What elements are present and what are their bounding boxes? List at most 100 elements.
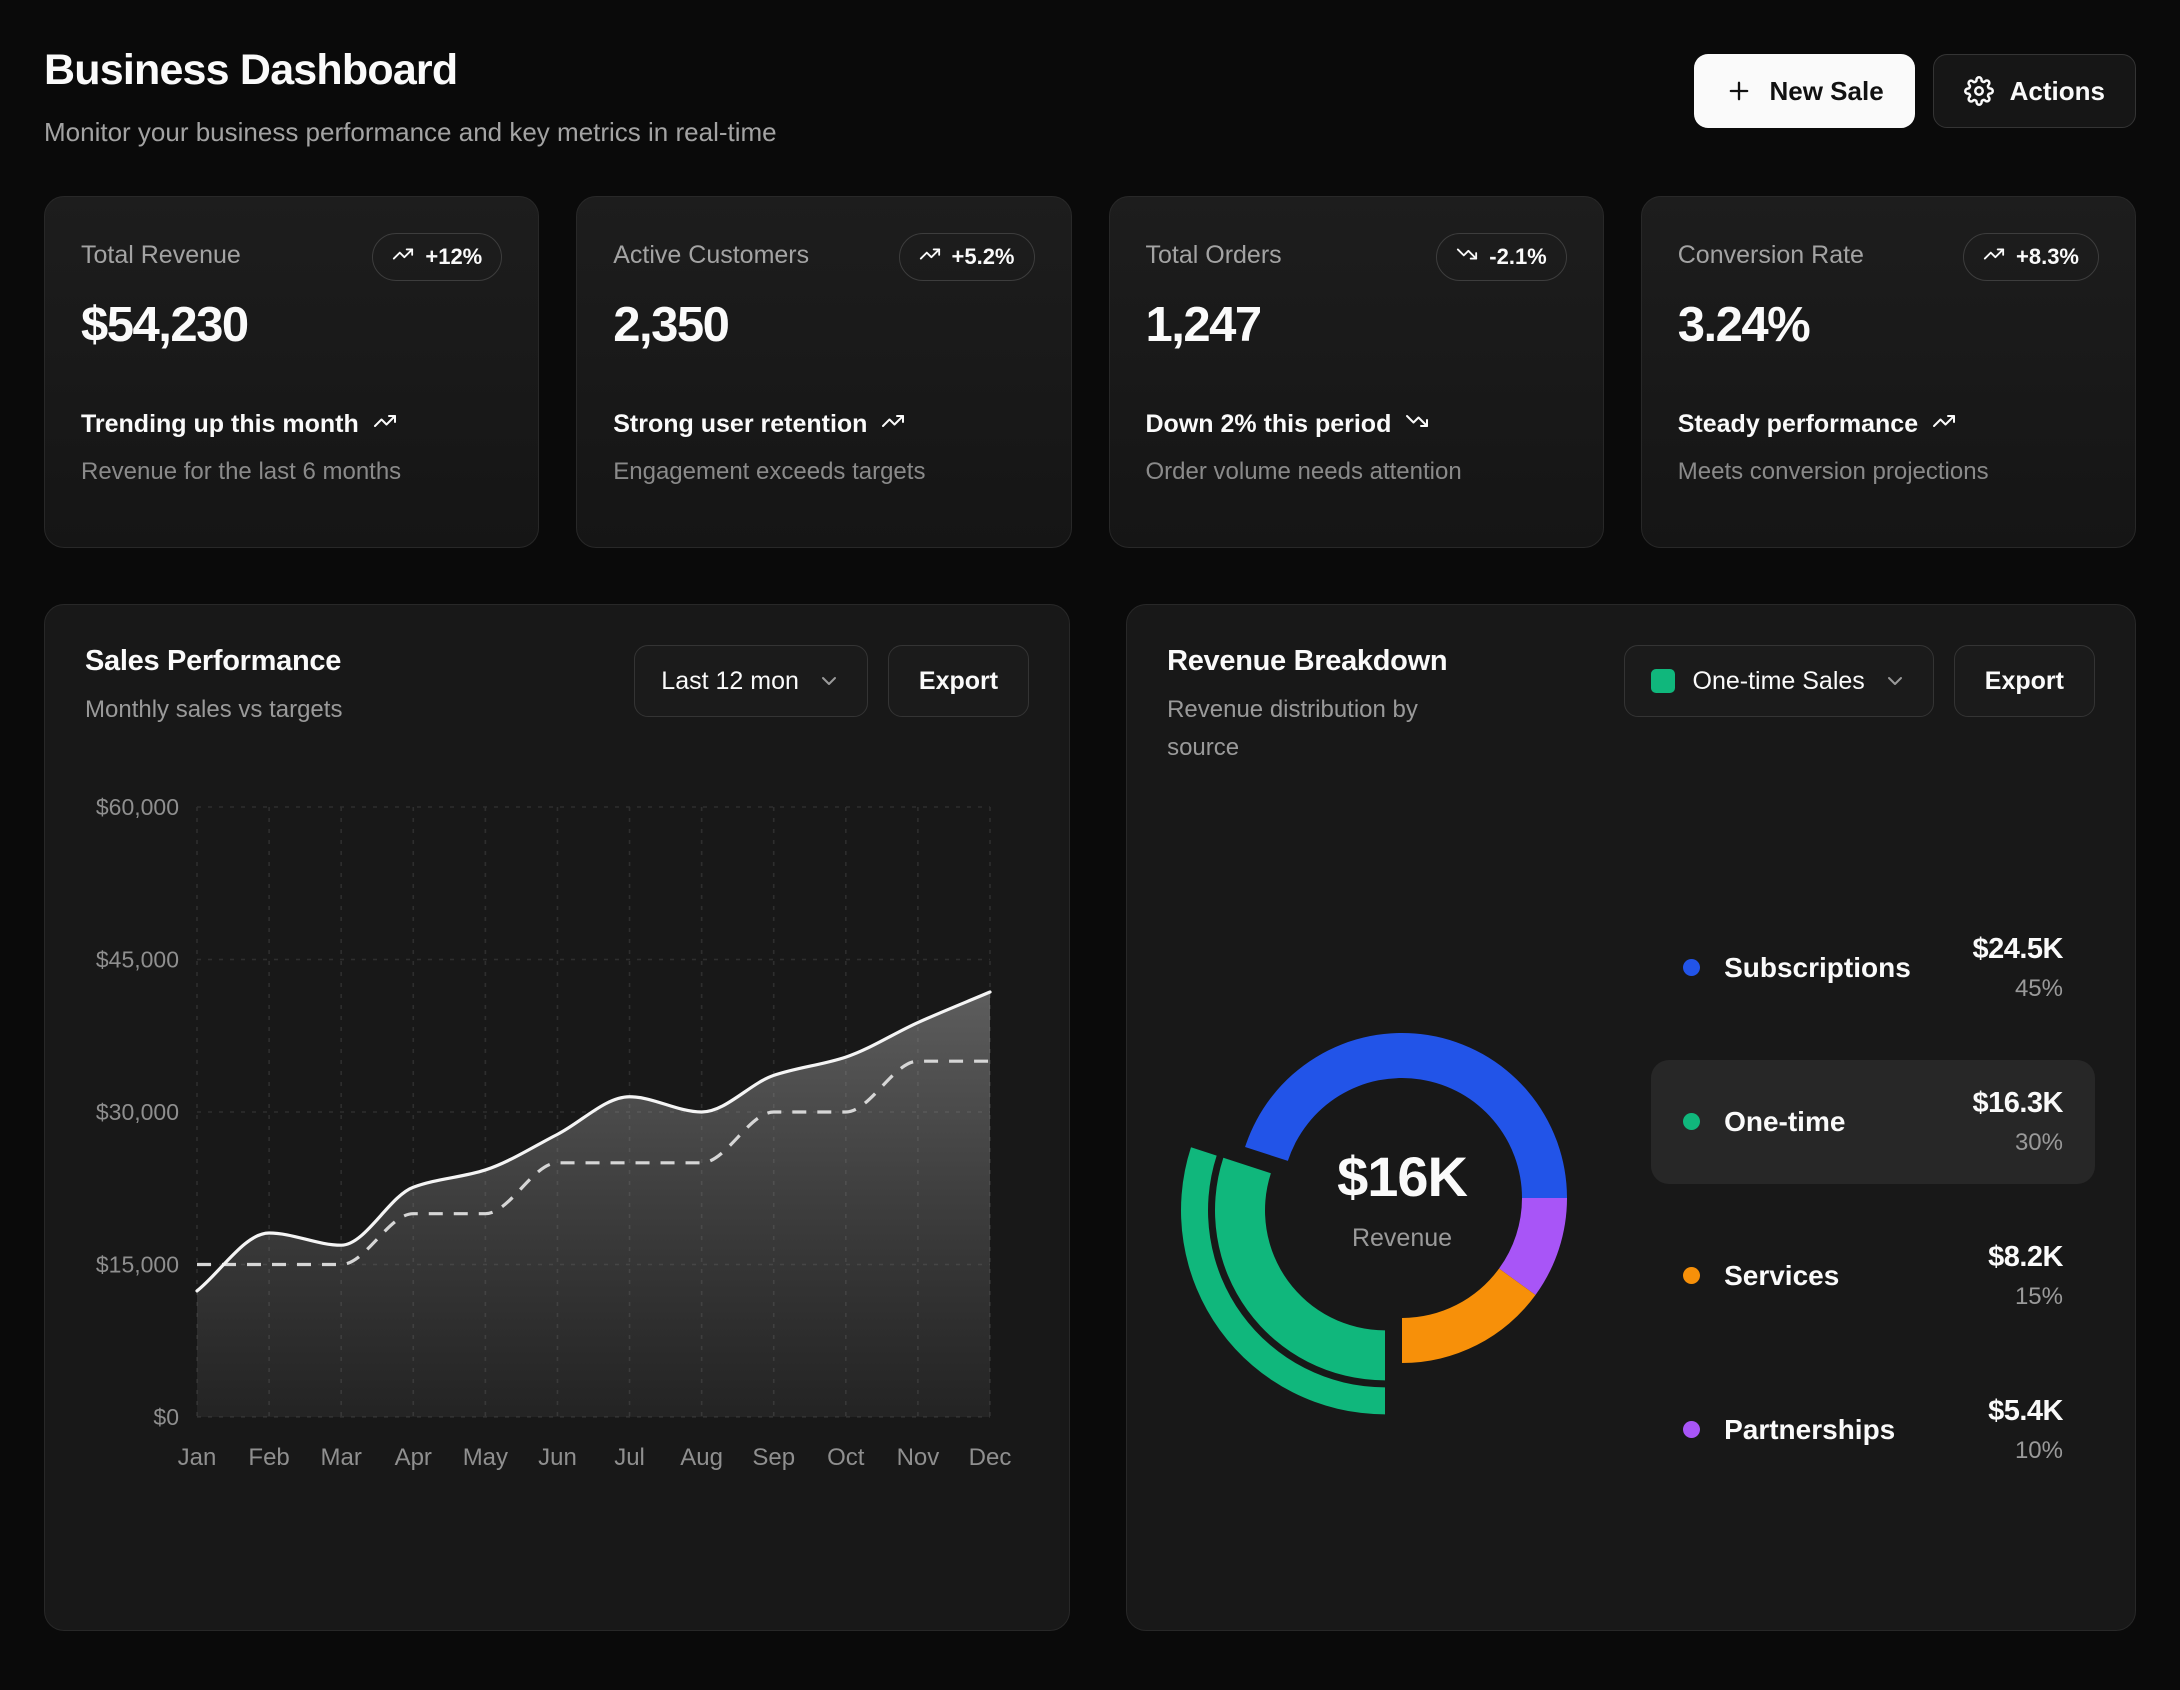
stat-label: Conversion Rate [1677, 241, 1864, 269]
actions-label: Actions [2009, 75, 2105, 106]
donut-chart-svg: $16K Revenue [1181, 1032, 1568, 1415]
donut-slice-one-time[interactable] [1215, 1157, 1386, 1381]
sales-panel-controls: Last 12 mon Export [634, 645, 1030, 717]
trend-badge: +12% [372, 233, 503, 281]
date-range-select[interactable]: Last 12 mon [634, 645, 868, 717]
legend-pct: 45% [2014, 974, 2063, 1002]
donut-slice-one-time-halo[interactable] [1181, 1147, 1386, 1415]
stat-footer-sub: Order volume needs attention [1145, 458, 1462, 485]
stat-footer-sub: Meets conversion projections [1677, 458, 1989, 485]
stat-card-total-orders: Total Orders -2.1% 1,247 Down 2% this pe… [1108, 196, 1604, 548]
revenue-donut-chart: $16K Revenue [1167, 898, 1637, 1523]
legend-label: Partnerships [1724, 1413, 1896, 1445]
stat-footer-title: Trending up this month [81, 410, 359, 438]
stat-value: 1,247 [1145, 298, 1263, 352]
revenue-legend: Subscriptions $24.5K 45% One-time $16.3K… [1651, 906, 2095, 1523]
one-time-dot-icon [1683, 1113, 1701, 1131]
legend-row-subscriptions[interactable]: Subscriptions $24.5K 45% [1651, 906, 2095, 1030]
sales-panel-heading: Sales Performance Monthly sales vs targe… [85, 645, 342, 729]
trend-down-icon [1456, 243, 1478, 271]
trend-badge: -2.1% [1436, 233, 1567, 281]
page-title: Business Dashboard [44, 46, 458, 94]
trend-up-icon [881, 409, 905, 440]
svg-text:$30,000: $30,000 [96, 1099, 179, 1125]
badge-value: +8.3% [2016, 244, 2079, 269]
gear-icon [1963, 76, 1994, 106]
trend-up-icon [1932, 409, 1956, 440]
chevron-down-icon [817, 669, 841, 693]
legend-row-services[interactable]: Services $8.2K 15% [1651, 1214, 2095, 1338]
donut-slice-services[interactable] [1402, 1268, 1536, 1363]
svg-text:Jun: Jun [538, 1444, 577, 1471]
charts-row: Sales Performance Monthly sales vs targe… [44, 604, 2136, 1631]
stat-card-total-revenue: Total Revenue +12% $54,230 Trending up t… [44, 196, 540, 548]
legend-value: $24.5K [1972, 932, 2063, 965]
services-dot-icon [1683, 1267, 1701, 1285]
donut-center-value: $16K [1337, 1145, 1467, 1208]
svg-text:Jan: Jan [178, 1444, 217, 1471]
svg-text:Feb: Feb [248, 1444, 289, 1471]
svg-text:Mar: Mar [321, 1444, 362, 1471]
svg-text:Jul: Jul [614, 1444, 645, 1471]
chevron-down-icon [1883, 669, 1907, 693]
stat-value: 3.24% [1677, 298, 1811, 352]
stat-footer-title: Strong user retention [613, 410, 868, 438]
revenue-panel-title: Revenue Breakdown [1167, 645, 1448, 677]
plus-icon [1725, 77, 1753, 105]
stat-footer-title: Down 2% this period [1145, 410, 1392, 438]
header-actions: New Sale Actions [1694, 54, 2136, 128]
revenue-panel-subtitle: Revenue distribution by source [1167, 696, 1418, 762]
svg-text:$0: $0 [153, 1404, 179, 1430]
date-range-value: Last 12 mon [661, 666, 799, 695]
svg-text:$45,000: $45,000 [96, 947, 179, 973]
trend-down-icon [1405, 409, 1429, 440]
legend-label: Services [1724, 1259, 1840, 1291]
trend-badge: +5.2% [898, 233, 1035, 281]
revenue-panel-heading: Revenue Breakdown Revenue distribution b… [1167, 645, 1487, 768]
svg-text:Oct: Oct [827, 1444, 865, 1471]
legend-pct: 10% [2014, 1436, 2063, 1464]
revenue-content: $16K Revenue Subscriptions $24.5K 45% [1167, 778, 2095, 1523]
trend-up-icon [373, 409, 397, 440]
donut-center-label: Revenue [1352, 1224, 1452, 1252]
svg-text:Sep: Sep [752, 1444, 795, 1471]
legend-row-partnerships[interactable]: Partnerships $5.4K 10% [1651, 1368, 2095, 1492]
stat-card-conversion-rate: Conversion Rate +8.3% 3.24% Steady perfo… [1640, 196, 2136, 548]
trend-up-icon [392, 243, 414, 271]
stat-footer-sub: Engagement exceeds targets [613, 458, 926, 485]
source-filter-select[interactable]: One-time Sales [1623, 645, 1934, 717]
svg-text:Nov: Nov [897, 1444, 940, 1471]
revenue-breakdown-panel: Revenue Breakdown Revenue distribution b… [1126, 604, 2136, 1631]
subscriptions-dot-icon [1683, 959, 1701, 977]
source-color-swatch [1650, 669, 1675, 693]
donut-slice-partnerships[interactable] [1499, 1197, 1568, 1295]
revenue-panel-controls: One-time Sales Export [1623, 645, 2095, 717]
stat-footer-sub: Revenue for the last 6 months [81, 458, 402, 485]
svg-text:$60,000: $60,000 [96, 794, 179, 820]
legend-value: $5.4K [1988, 1394, 2063, 1427]
page-header: Business Dashboard Monitor your business… [44, 40, 2136, 148]
badge-value: +5.2% [951, 244, 1015, 269]
badge-value: +12% [425, 244, 483, 269]
legend-pct: 15% [2014, 1282, 2063, 1310]
new-sale-button[interactable]: New Sale [1694, 54, 1915, 128]
legend-value: $16.3K [1972, 1086, 2063, 1119]
actions-button[interactable]: Actions [1932, 54, 2136, 128]
donut-slice-subscriptions[interactable] [1245, 1032, 1568, 1198]
legend-row-one-time[interactable]: One-time $16.3K 30% [1651, 1059, 2095, 1184]
svg-text:Dec: Dec [969, 1444, 1012, 1471]
sales-area-chart: $0 $15,000 $30,000 $45,000 $60,000 Jan Feb Mar A… [96, 794, 1012, 1471]
legend-value: $8.2K [1988, 1240, 2063, 1273]
stat-label: Active Customers [613, 241, 810, 269]
stat-footer-title: Steady performance [1677, 410, 1919, 438]
trend-up-icon [919, 243, 941, 271]
partnerships-dot-icon [1683, 1421, 1701, 1439]
sales-chart: $0 $15,000 $30,000 $45,000 $60,000 Jan Feb Mar A… [85, 789, 1029, 1494]
legend-label: One-time [1724, 1105, 1846, 1137]
revenue-export-button[interactable]: Export [1953, 645, 2095, 717]
stat-label: Total Orders [1145, 241, 1282, 269]
page-subtitle: Monitor your business performance and ke… [44, 117, 777, 147]
svg-text:Apr: Apr [395, 1444, 432, 1471]
sales-export-button[interactable]: Export [887, 645, 1030, 717]
sales-performance-panel: Sales Performance Monthly sales vs targe… [44, 604, 1071, 1631]
